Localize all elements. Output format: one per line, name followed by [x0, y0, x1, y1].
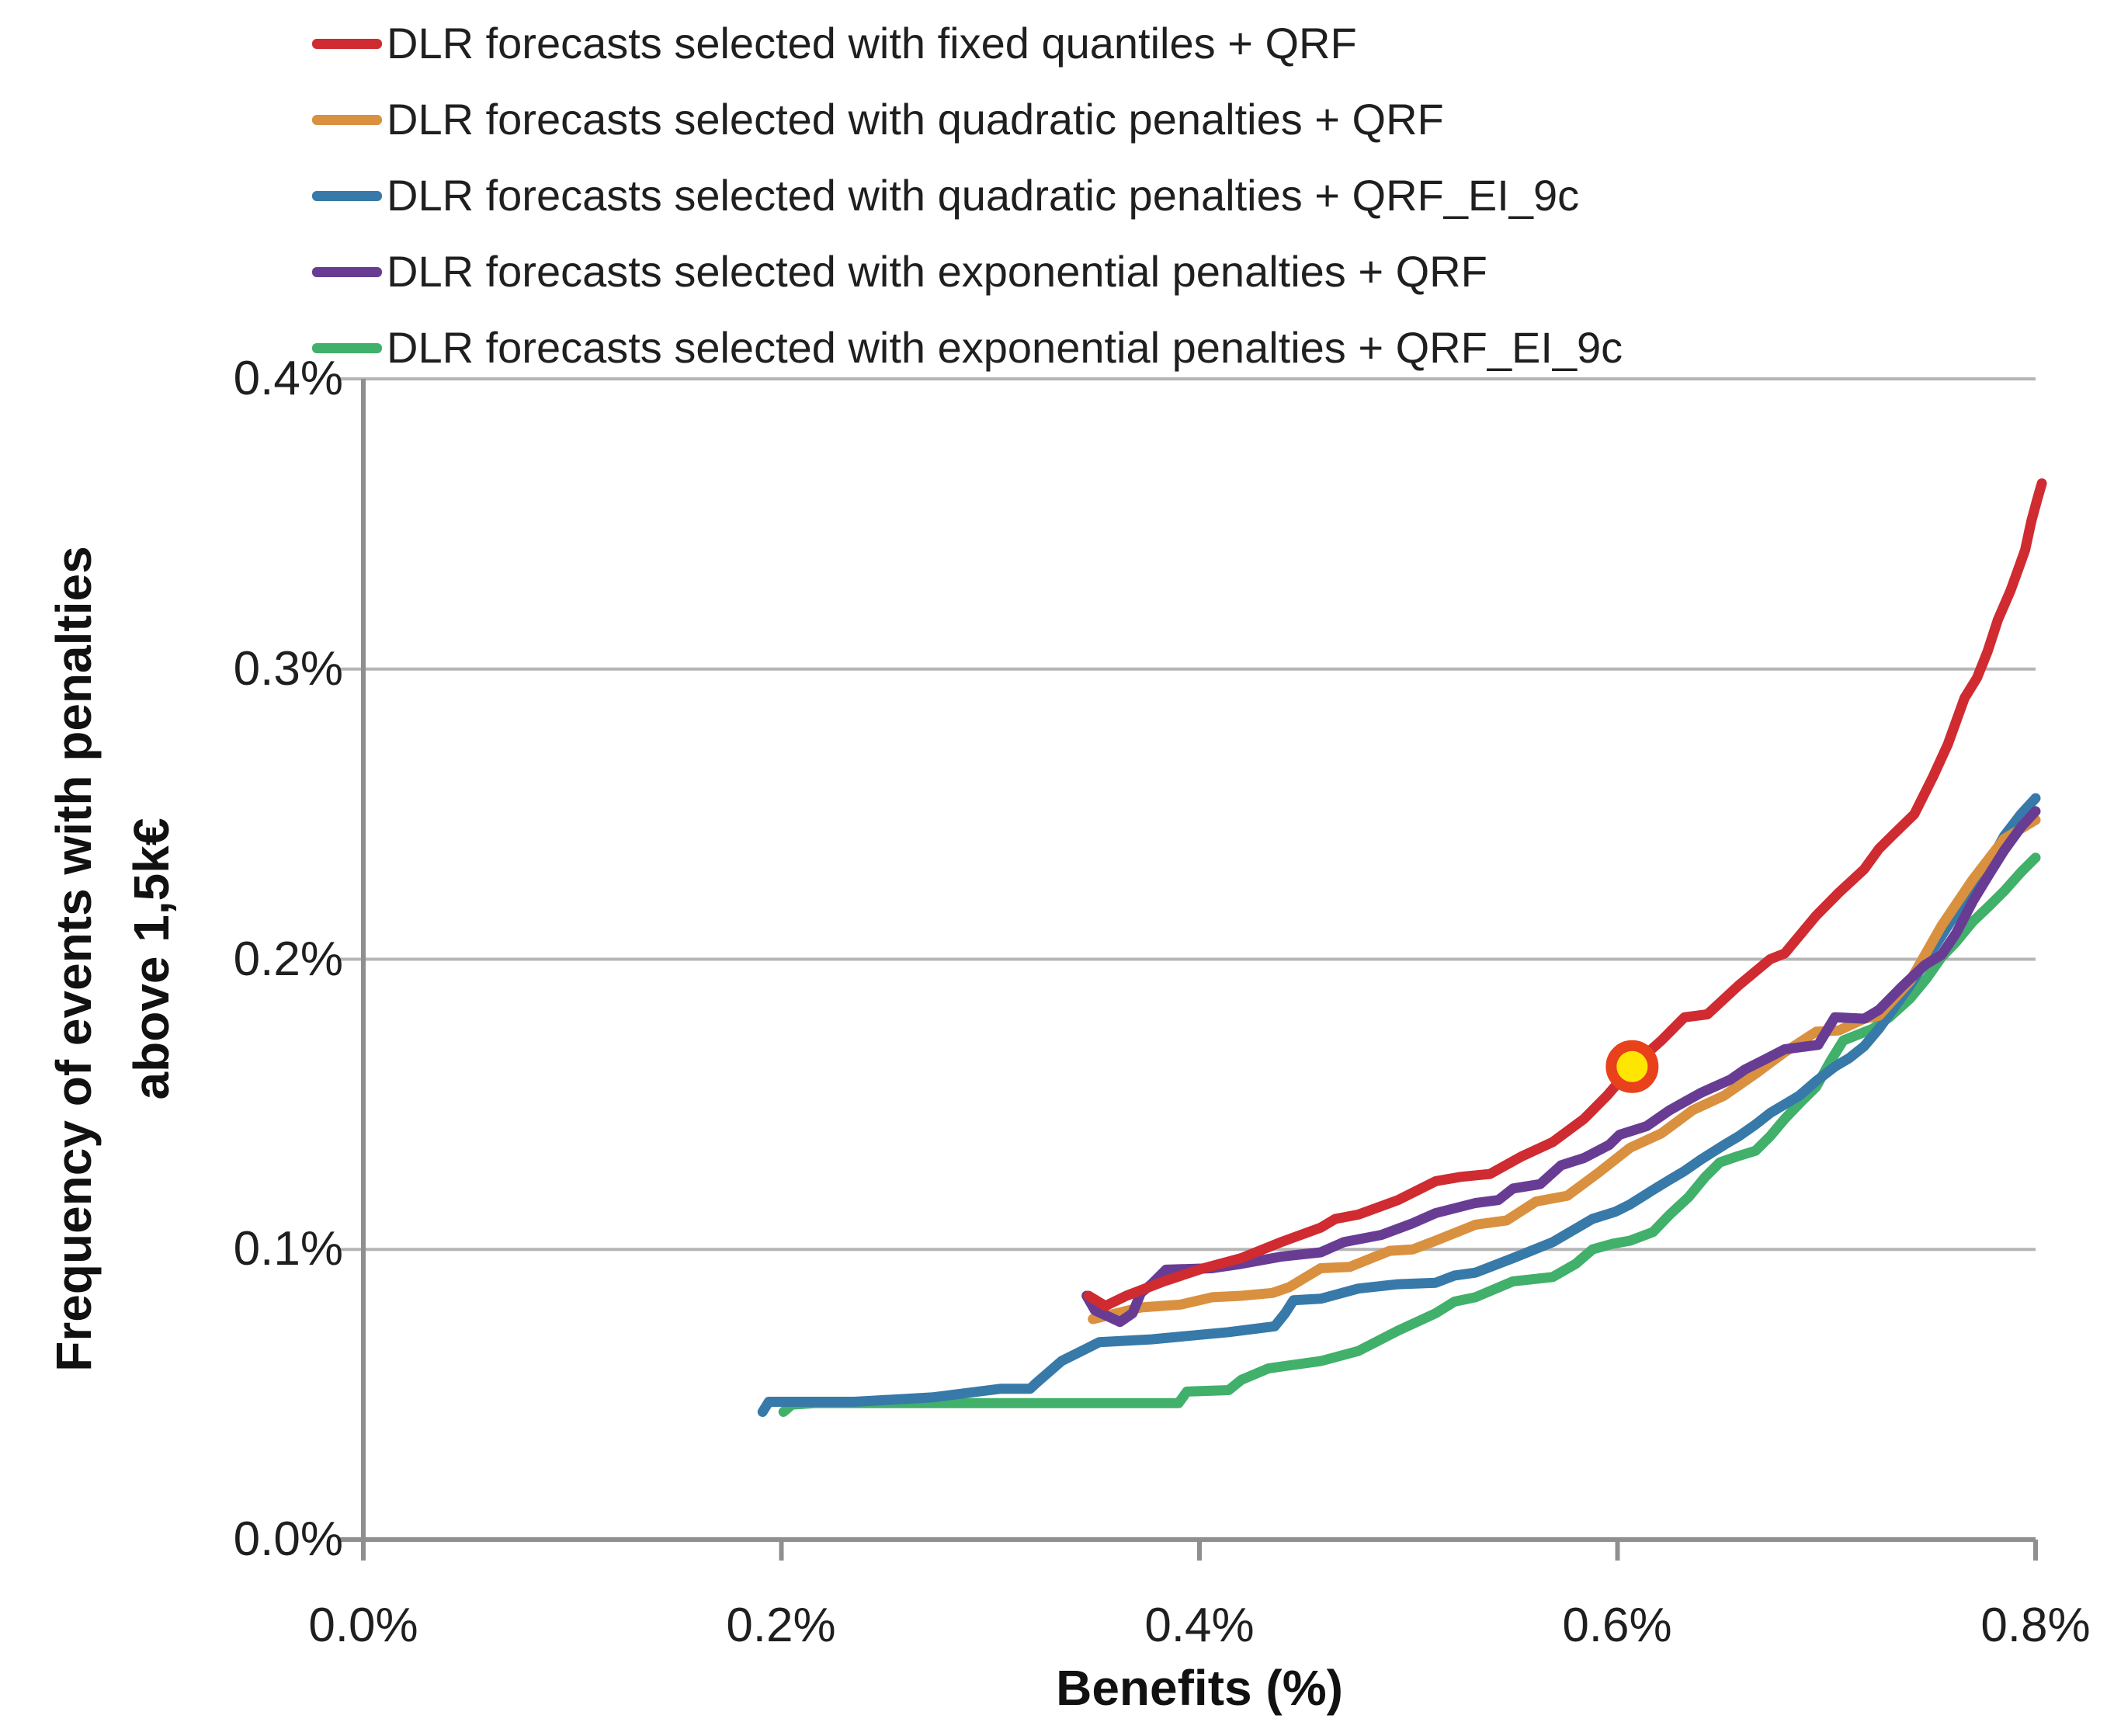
series-line-exponential-penalties-qrf-ei-9c [778, 852, 2041, 1417]
y-tick-label: 0.2% [233, 932, 343, 986]
series-line-fixed-quantiles-qrf [1083, 478, 2047, 1311]
legend-item: DLR forecasts selected with quadratic pe… [312, 87, 1444, 152]
legend-line-swatch [312, 266, 382, 277]
legend-line-swatch [312, 114, 382, 125]
series-line-exponential-penalties-qrf [1081, 806, 2041, 1328]
y-axis-title-line2: above 1,5k€ [123, 818, 179, 1100]
legend-item: DLR forecasts selected with exponential … [312, 239, 1487, 304]
y-axis-title-line1: Frequency of events with penalties [46, 546, 102, 1372]
legend-item: DLR forecasts selected with quadratic pe… [312, 163, 1579, 228]
legend-line-swatch [312, 38, 382, 49]
legend-item: DLR forecasts selected with exponential … [312, 315, 1623, 380]
legend-item-label: DLR forecasts selected with fixed quanti… [387, 19, 1357, 68]
legend-item-label: DLR forecasts selected with quadratic pe… [387, 95, 1444, 144]
legend-item-label: DLR forecasts selected with quadratic pe… [387, 171, 1580, 220]
series-line-quadratic-penalties-qrf [1088, 814, 2041, 1325]
legend-line-swatch [312, 190, 382, 201]
highlight-marker [1605, 1040, 1659, 1093]
x-tick-label: 0.6% [1562, 1599, 1672, 1652]
x-tick-label: 0.4% [1144, 1599, 1255, 1652]
y-axis-title: Frequency of events with penalties above… [35, 338, 198, 1580]
y-tick-label: 0.3% [233, 642, 343, 696]
y-tick-label: 0.0% [233, 1512, 343, 1566]
legend-line-swatch [312, 342, 382, 353]
legend-item-label: DLR forecasts selected with exponential … [387, 247, 1487, 296]
legend-item: DLR forecasts selected with fixed quanti… [312, 11, 1357, 76]
legend-item-label: DLR forecasts selected with exponential … [387, 323, 1623, 372]
y-tick-label: 0.4% [233, 352, 343, 405]
x-tick-label: 0.8% [1980, 1599, 2091, 1652]
x-tick-label: 0.2% [726, 1599, 836, 1652]
x-axis-title: Benefits (%) [1056, 1660, 1343, 1716]
x-tick-label: 0.0% [308, 1599, 418, 1652]
y-tick-label: 0.1% [233, 1222, 343, 1276]
